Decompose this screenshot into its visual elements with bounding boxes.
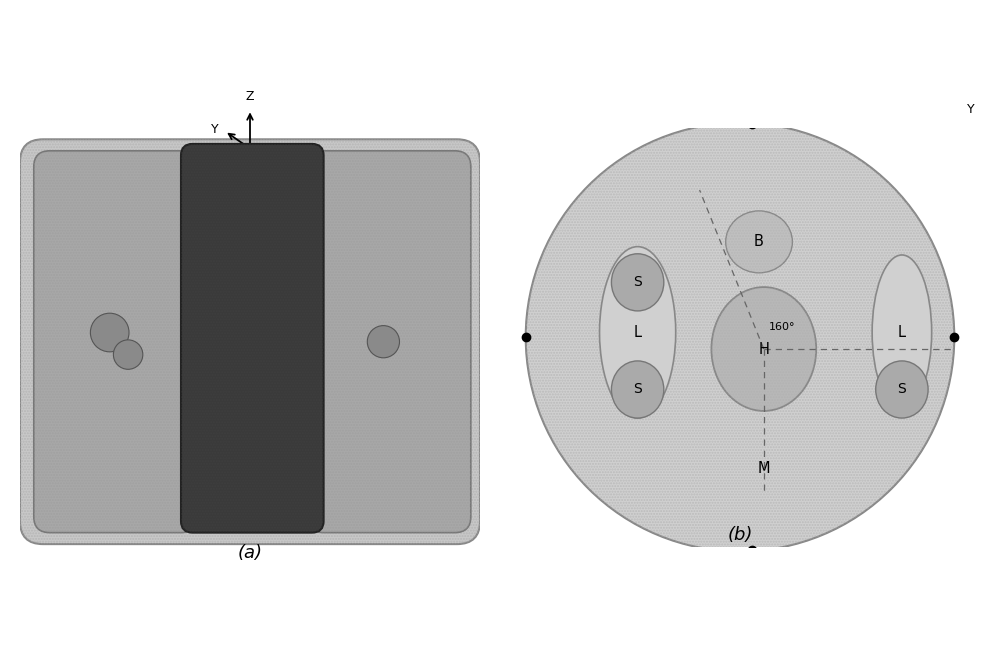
Ellipse shape: [872, 255, 932, 410]
Ellipse shape: [611, 361, 664, 418]
Text: Z: Z: [246, 89, 254, 102]
Ellipse shape: [876, 361, 928, 418]
Text: Y: Y: [211, 123, 219, 136]
Ellipse shape: [600, 247, 676, 418]
FancyBboxPatch shape: [176, 155, 195, 528]
FancyBboxPatch shape: [308, 151, 471, 533]
Text: S: S: [633, 383, 642, 397]
Text: (a): (a): [238, 544, 262, 563]
Text: B: B: [754, 235, 764, 249]
Circle shape: [113, 340, 143, 369]
Text: 160°: 160°: [769, 323, 795, 332]
Text: S: S: [898, 383, 906, 397]
Text: L: L: [898, 325, 906, 340]
Circle shape: [367, 326, 400, 358]
Text: S: S: [633, 276, 642, 290]
Text: M: M: [758, 461, 770, 475]
Text: Y: Y: [967, 102, 975, 116]
FancyBboxPatch shape: [20, 139, 480, 544]
Text: L: L: [634, 325, 642, 340]
Circle shape: [526, 123, 954, 551]
FancyBboxPatch shape: [181, 144, 324, 533]
Ellipse shape: [611, 254, 664, 311]
Ellipse shape: [711, 287, 816, 411]
Text: (b): (b): [727, 525, 753, 544]
Text: H: H: [758, 342, 769, 356]
Text: X: X: [293, 142, 302, 155]
Ellipse shape: [726, 211, 792, 273]
Circle shape: [90, 313, 129, 352]
FancyBboxPatch shape: [34, 151, 197, 533]
FancyBboxPatch shape: [310, 155, 328, 528]
